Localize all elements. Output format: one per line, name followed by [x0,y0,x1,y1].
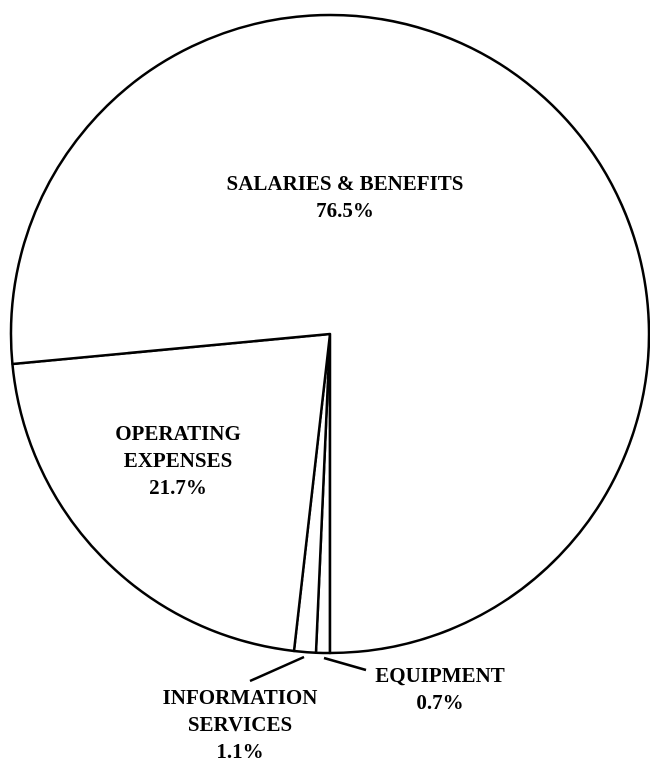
value-label: 0.7% [416,690,464,714]
slice-label: OPERATING EXPENSES 21.7% [88,420,268,501]
category-label: OPERATING EXPENSES [115,421,241,472]
slices [9,13,650,655]
leader-line [249,655,305,683]
slice-label: SALARIES & BENEFITS 76.5% [170,170,520,224]
slice-label: INFORMATION SERVICES 1.1% [130,684,350,765]
category-label: EQUIPMENT [375,663,505,687]
leader-line [323,656,367,672]
slice [11,332,332,653]
slice-label: EQUIPMENT 0.7% [350,662,530,716]
value-label: 21.7% [149,475,207,499]
category-label: INFORMATION SERVICES [162,685,318,736]
value-label: 1.1% [216,739,264,763]
value-label: 76.5% [316,198,374,222]
slice [9,13,650,655]
category-label: SALARIES & BENEFITS [226,171,464,195]
